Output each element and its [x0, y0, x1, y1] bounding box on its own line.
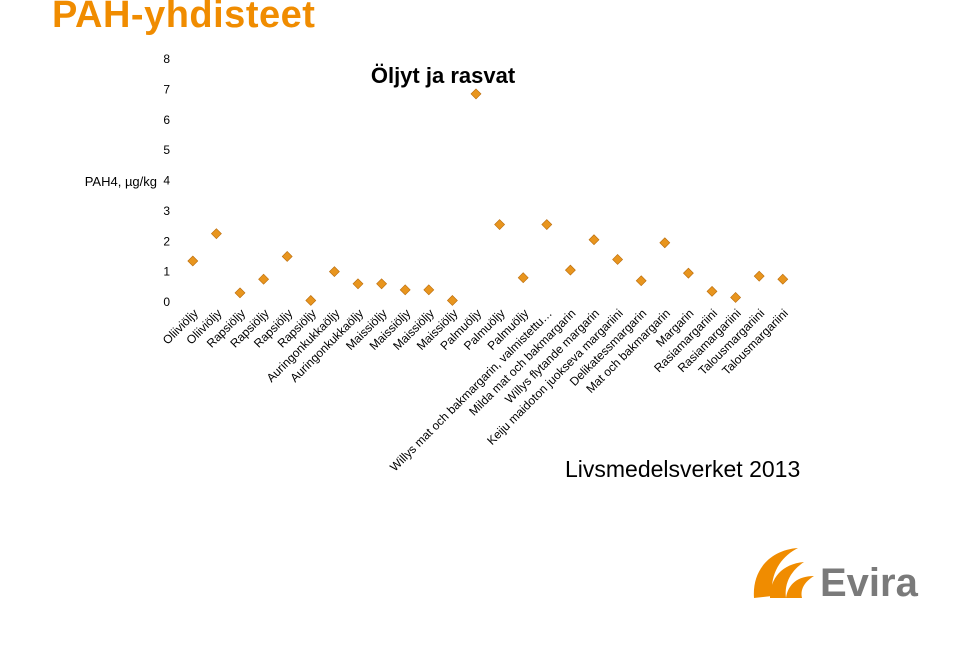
data-point — [281, 251, 293, 262]
y-tick-label: 3 — [163, 204, 170, 218]
y-tick-label: 8 — [163, 52, 170, 66]
y-tick-label: 4 — [163, 174, 170, 188]
data-point — [399, 284, 411, 296]
data-point — [706, 285, 718, 297]
y-tick-label: 0 — [163, 295, 170, 309]
chart-title: Öljyt ja rasvat — [371, 63, 516, 88]
y-axis-ticks: 0 1 2 3 4 5 6 7 8 — [163, 52, 170, 309]
data-point — [682, 267, 694, 279]
x-axis-labels: OliiviöljyOliiviöljyRapsiöljyRapsiöljyRa… — [160, 306, 791, 474]
scatter-chart: Öljyt ja rasvat PAH4, µg/kg 0 1 2 3 4 5 6 7 8 Ol… — [85, 52, 791, 474]
data-point — [187, 255, 199, 267]
data-point — [305, 295, 317, 306]
evira-logo-text: Evira — [820, 561, 919, 605]
data-point — [777, 273, 789, 285]
evira-logo: Evira — [753, 548, 919, 605]
data-points — [187, 88, 789, 306]
data-point — [730, 292, 742, 303]
data-point — [210, 228, 222, 240]
evira-swirl-icon — [753, 548, 814, 598]
y-tick-label: 7 — [163, 82, 170, 96]
data-point — [258, 273, 270, 285]
source-label: Livsmedelsverket 2013 — [565, 456, 801, 482]
data-point — [564, 264, 576, 276]
data-point — [612, 254, 624, 265]
data-point — [423, 284, 435, 296]
data-point — [588, 234, 600, 246]
y-tick-label: 2 — [163, 234, 170, 248]
data-point — [517, 272, 529, 284]
data-point — [753, 270, 765, 282]
y-tick-label: 5 — [163, 143, 170, 157]
data-point — [635, 275, 647, 287]
data-point — [659, 237, 671, 249]
data-point — [470, 88, 482, 100]
data-point — [376, 278, 388, 290]
data-point — [494, 219, 506, 230]
y-tick-label: 1 — [163, 265, 170, 279]
data-point — [446, 295, 458, 306]
data-point — [352, 278, 364, 290]
y-tick-label: 6 — [163, 113, 170, 127]
data-point — [541, 219, 553, 230]
data-point — [234, 287, 246, 299]
data-point — [328, 266, 340, 278]
slide-title: PAH-yhdisteet — [52, 0, 316, 36]
y-axis-label: PAH4, µg/kg — [85, 174, 157, 189]
